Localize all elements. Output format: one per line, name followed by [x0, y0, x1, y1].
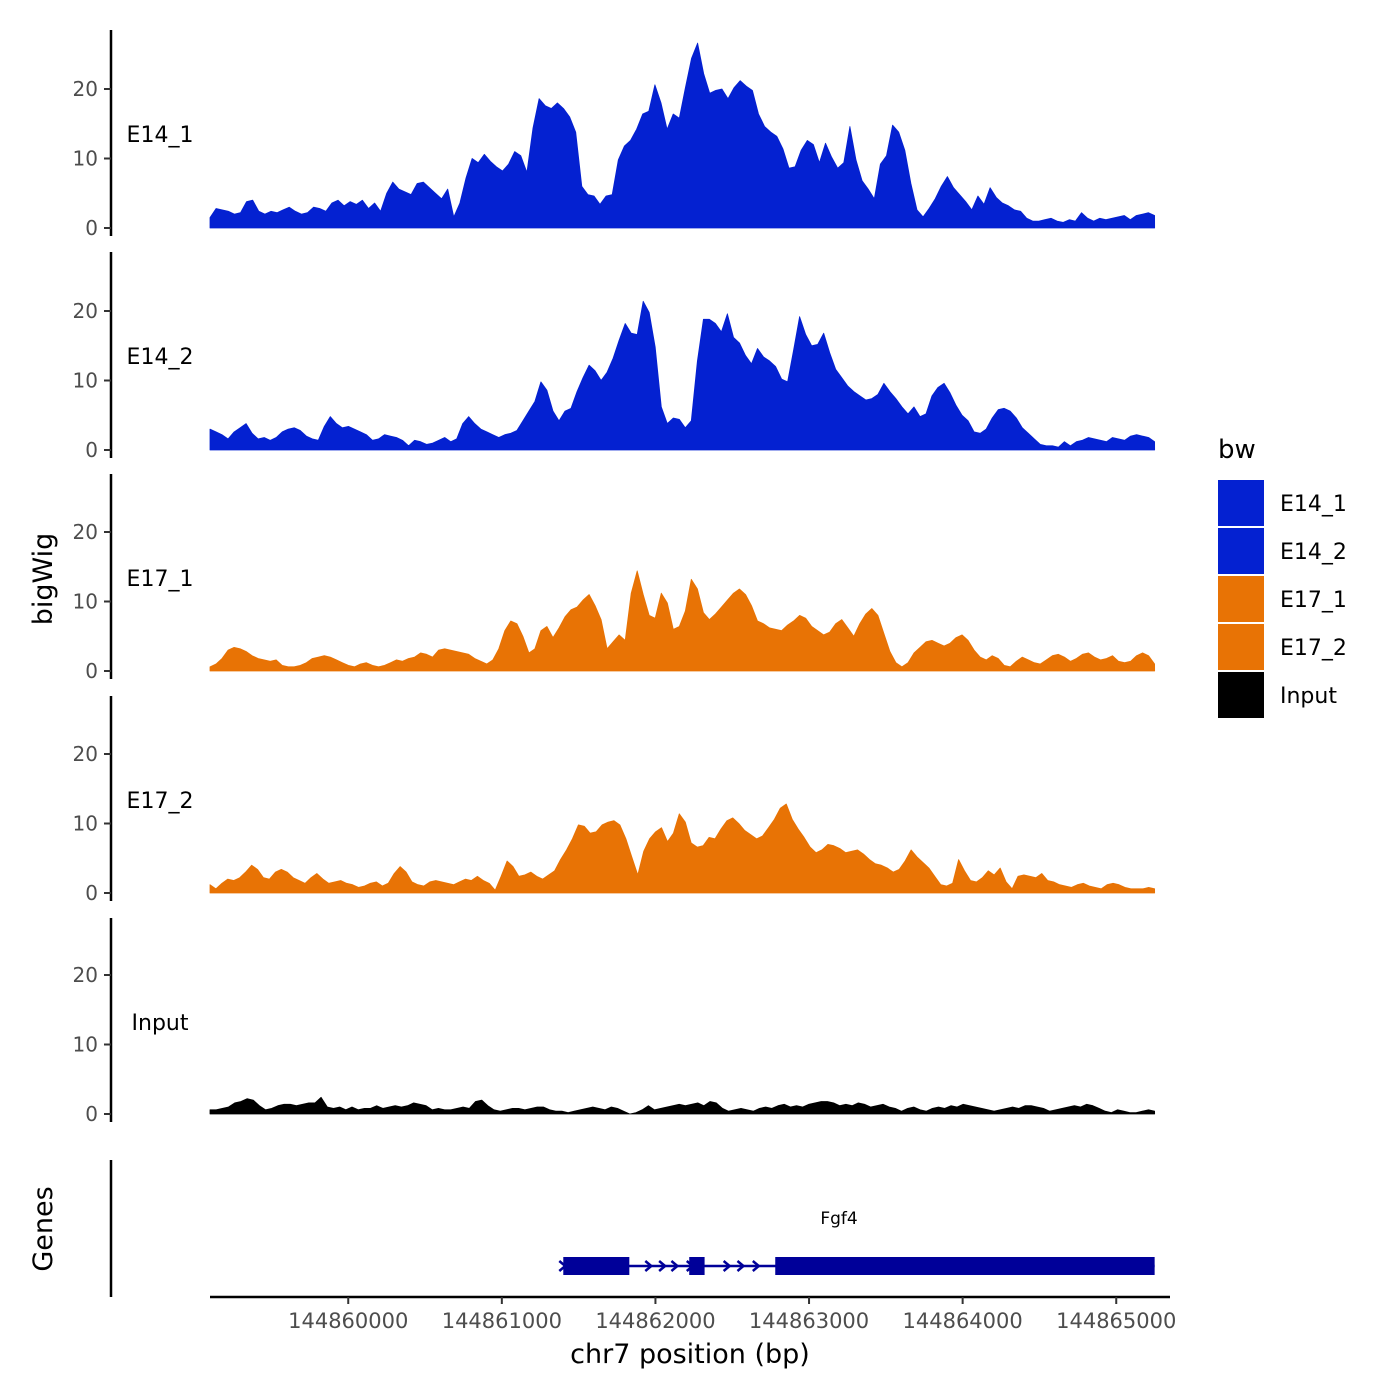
track-panels: 0 10 20 E14_1 0 10 20 E14_2 0 10 20 E17_1 0 10 20 E17_2…	[73, 30, 1156, 1126]
gene-strand-arrow	[722, 1260, 732, 1272]
area-E14_2	[209, 300, 1156, 451]
legend-key-E17_1	[1218, 576, 1264, 622]
y-tick-label: 0	[85, 1102, 98, 1126]
y-tick-label: 10	[73, 369, 98, 393]
legend-label-E17_2: E17_2	[1280, 636, 1347, 661]
legend-key-Input	[1218, 672, 1264, 718]
gene-name-label: Fgf4	[820, 1209, 857, 1229]
panel-E17_1: 0 10 20 E17_1	[73, 474, 1156, 683]
legend-key-E17_2	[1218, 624, 1264, 670]
y-tick-label: 0	[85, 881, 98, 905]
y-tick-label: 10	[73, 812, 98, 836]
legend-key-E14_2	[1218, 528, 1264, 574]
gene-track-label: Genes	[28, 1186, 59, 1271]
y-tick-label: 10	[73, 1033, 98, 1057]
gene-strand-arrow	[685, 1260, 695, 1272]
y-tick-label: 20	[73, 963, 98, 987]
legend-label-E14_1: E14_1	[1280, 492, 1347, 517]
legend-label-Input: Input	[1280, 684, 1337, 709]
track-label-E17_2: E17_2	[127, 789, 194, 814]
area-E17_2	[209, 803, 1156, 894]
x-tick-label: 144864000	[903, 1309, 1023, 1333]
gene-exon	[563, 1257, 630, 1275]
gene-exon	[775, 1257, 1155, 1275]
gene-track: Fgf4	[109, 1160, 1155, 1297]
gene-exon	[689, 1257, 705, 1275]
legend-key-E14_1	[1218, 480, 1264, 526]
legend-label-E17_1: E17_1	[1280, 588, 1347, 613]
y-tick-label: 20	[73, 77, 98, 101]
y-tick-label: 0	[85, 438, 98, 462]
x-tick-label: 144861000	[442, 1309, 562, 1333]
legend-label-E14_2: E14_2	[1280, 540, 1347, 565]
y-tick-label: 20	[73, 520, 98, 544]
area-E17_1	[209, 570, 1156, 672]
legend-title: bw	[1218, 435, 1256, 465]
y-tick-label: 20	[73, 742, 98, 766]
gene-strand-arrow	[558, 1260, 568, 1272]
y-tick-label: 0	[85, 659, 98, 683]
panel-E17_2: 0 10 20 E17_2	[73, 696, 1156, 905]
x-axis-title: chr7 position (bp)	[570, 1339, 810, 1370]
panel-E14_2: 0 10 20 E14_2	[73, 252, 1156, 462]
panel-Input: 0 10 20 Input	[73, 918, 1156, 1126]
x-tick-label: 144865000	[1056, 1309, 1176, 1333]
track-label-E14_2: E14_2	[127, 345, 194, 370]
y-tick-label: 10	[73, 147, 98, 171]
x-axis: 144860000 144861000 144862000 144863000 1448…	[210, 1295, 1176, 1333]
gene-strand-arrow	[644, 1260, 654, 1272]
x-tick-label: 144860000	[288, 1309, 408, 1333]
gene-strand-arrow	[670, 1260, 680, 1272]
area-Input	[209, 1096, 1156, 1115]
y-axis-title: bigWig	[28, 533, 59, 626]
gene-strand-arrow	[658, 1260, 668, 1272]
gene-strand-arrow	[736, 1260, 746, 1272]
panel-E14_1: 0 10 20 E14_1	[73, 30, 1156, 240]
area-E14_1	[209, 42, 1156, 229]
y-tick-label: 0	[85, 216, 98, 240]
y-tick-label: 20	[73, 299, 98, 323]
track-label-E17_1: E17_1	[127, 567, 194, 592]
track-label-Input: Input	[132, 1011, 189, 1036]
legend: bw E14_1 E14_2 E17_1 E17_2 Input	[1218, 435, 1347, 718]
x-tick-label: 144863000	[749, 1309, 869, 1333]
gene-strand-arrow	[752, 1260, 761, 1272]
track-label-E14_1: E14_1	[127, 123, 194, 148]
x-tick-label: 144862000	[595, 1309, 715, 1333]
y-tick-label: 10	[73, 590, 98, 614]
